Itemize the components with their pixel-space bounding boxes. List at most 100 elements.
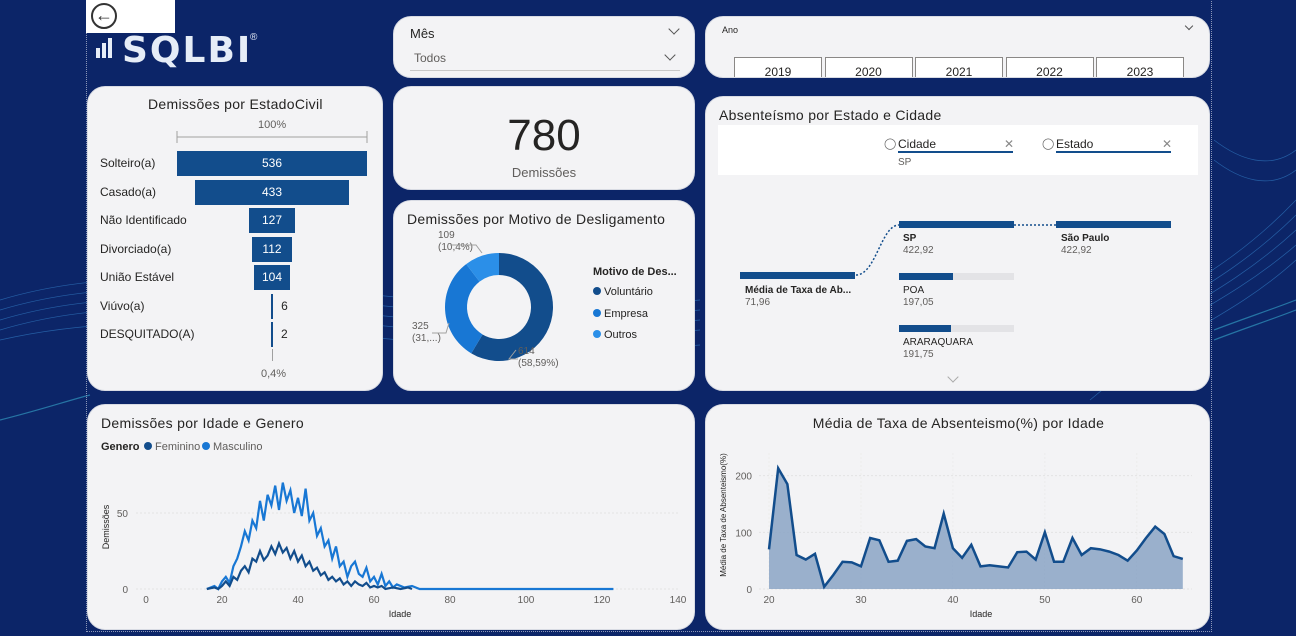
funnel-row-label: União Estável xyxy=(100,270,175,284)
year-button-2022[interactable]: 2022 xyxy=(1005,57,1094,77)
funnel-bottom-line xyxy=(272,349,273,361)
area-fill xyxy=(769,468,1183,589)
x-tick-label: 30 xyxy=(855,595,867,606)
donut-data-pct: (58,59%) xyxy=(518,358,559,369)
funnel-row-label: Solteiro(a) xyxy=(100,156,156,170)
funnel-row-label: Não Identificado xyxy=(100,213,187,227)
donut-leader-line xyxy=(450,244,483,254)
close-icon[interactable]: ✕ xyxy=(1162,137,1173,151)
decomp-filter-panel: ◯ Cidade ✕ SP ◯ Estado ✕ xyxy=(718,125,1198,175)
donut-legend-item[interactable]: Empresa xyxy=(593,308,648,320)
donut-chart: 614(58,59%) 325(31,...) 109(10,4%) xyxy=(412,230,559,369)
donut-legend-item[interactable]: Outros xyxy=(593,329,637,341)
area-chart-card: Média de Taxa de Absenteismo(%) por Idad… xyxy=(705,404,1210,630)
legend-dot-icon xyxy=(593,308,601,317)
y-tick-label: 100 xyxy=(735,528,752,539)
decomp-node-name: ARARAQUARA xyxy=(903,337,974,348)
funnel-row-label: Casado(a) xyxy=(100,184,157,199)
decomp-node-bar[interactable] xyxy=(899,273,953,280)
legend-dot-icon xyxy=(593,287,601,295)
donut-data-label: 614 xyxy=(518,346,535,357)
month-dropdown[interactable]: Todos xyxy=(410,51,680,71)
line-series-feminino[interactable] xyxy=(206,540,413,591)
year-button-2021[interactable]: 2021 xyxy=(915,57,1003,77)
line-legend-item[interactable]: Masculino xyxy=(202,441,263,453)
donut-data-pct: (31,...) xyxy=(412,333,441,344)
donut-legend-label: Outros xyxy=(604,329,638,341)
x-tick-label: 60 xyxy=(1131,595,1143,606)
decomp-level2-bar[interactable] xyxy=(1056,221,1171,228)
decomp-node-name: POA xyxy=(903,285,925,296)
funnel-bar[interactable]: 127 xyxy=(249,208,295,233)
close-icon[interactable]: ✕ xyxy=(1004,137,1015,151)
back-arrow-icon: ← xyxy=(91,3,117,29)
line-legend-label: Feminino xyxy=(155,441,201,453)
legend-dot-icon xyxy=(593,330,601,338)
kpi-label: Demissões xyxy=(511,165,577,180)
donut-legend-item[interactable]: Voluntário xyxy=(593,286,653,298)
year-button-2023[interactable]: 2023 xyxy=(1096,57,1184,77)
decomp-node-bar[interactable] xyxy=(899,221,1014,228)
y-tick-label: 200 xyxy=(735,472,752,483)
year-button-2020[interactable]: 2020 xyxy=(824,57,913,77)
x-tick-label: 20 xyxy=(216,595,228,606)
funnel-top-pct: 100% xyxy=(258,119,287,131)
funnel-row-label: DESQUITADO(A) xyxy=(100,327,195,341)
y-axis-label: Demissões xyxy=(101,504,111,549)
funnel-value-label: 2 xyxy=(281,327,288,341)
chevron-down-icon[interactable] xyxy=(1184,21,1194,31)
line-legend-label: Masculino xyxy=(213,441,263,453)
decomp-card: Absenteísmo por Estado e Cidade ◯ Cidade… xyxy=(705,96,1210,391)
decomp-level2-value: 422,92 xyxy=(1061,245,1092,256)
donut-data-label: 325 xyxy=(412,321,429,332)
decomp-root-name: Média de Taxa de Ab... xyxy=(745,285,852,296)
legend-dot-icon xyxy=(144,442,152,450)
y-tick-label: 0 xyxy=(746,585,752,596)
y-tick-label: 50 xyxy=(117,509,129,520)
funnel-bar[interactable]: 536 xyxy=(177,151,367,176)
year-button-2019[interactable]: 2019 xyxy=(734,57,822,77)
y-tick-label: 0 xyxy=(122,585,128,596)
kpi-value: 780 xyxy=(507,111,581,160)
x-tick-label: 100 xyxy=(518,595,535,606)
decomp-node-bar[interactable] xyxy=(899,325,952,332)
x-tick-label: 60 xyxy=(368,595,380,606)
donut-slice-outros[interactable] xyxy=(466,253,499,282)
funnel-bar[interactable]: 433 xyxy=(195,179,349,205)
lightbulb-icon: ◯ xyxy=(884,138,897,150)
line-legend-item[interactable]: Feminino xyxy=(144,441,200,453)
donut-slice-voluntário[interactable] xyxy=(471,253,553,361)
funnel-bar[interactable] xyxy=(270,293,274,319)
funnel-bar[interactable] xyxy=(271,322,273,347)
decomp-filter-cidade[interactable]: Cidade xyxy=(898,137,1013,153)
funnel-bar[interactable]: 104 xyxy=(253,265,291,290)
donut-legend-label: Voluntário xyxy=(604,286,653,298)
area-line[interactable] xyxy=(767,464,1184,590)
funnel-row-label: Divorciado(a) xyxy=(100,241,172,256)
x-tick-label: 20 xyxy=(763,595,775,606)
line-chart: 0 50 0 20 40 60 80 100 120 140 Idade Demissões xyxy=(101,482,687,619)
month-slicer-label: Mês xyxy=(410,26,435,41)
donut-data-label: 109 xyxy=(438,230,455,241)
funnel-row-label: Viúvo(a) xyxy=(100,298,145,313)
y-axis-label: Média de Taxa de Absenteismo(%) xyxy=(719,453,728,577)
x-tick-label: 0 xyxy=(143,595,149,606)
donut-legend-label: Empresa xyxy=(604,307,649,320)
donut-leader-line xyxy=(507,349,518,360)
line-legend-title: Genero xyxy=(101,441,140,453)
decomp-node-name: SP xyxy=(903,233,917,244)
year-slicer-label: Ano xyxy=(722,25,739,35)
donut-title: Demissões por Motivo de Desligamento xyxy=(407,211,666,227)
funnel-title: Demissões por EstadoCivil xyxy=(148,96,323,112)
decomp-filter-estado[interactable]: Estado xyxy=(1056,137,1171,153)
sqlbi-logo: SQLBI ® xyxy=(94,30,274,71)
lightbulb-icon: ◯ xyxy=(1042,138,1055,150)
back-button[interactable]: ← xyxy=(86,0,175,33)
x-tick-label: 120 xyxy=(594,595,611,606)
line-series-masculino[interactable] xyxy=(206,482,614,591)
decomp-root-value: 71,96 xyxy=(745,297,771,308)
funnel-bar[interactable]: 112 xyxy=(252,236,292,262)
donut-slice-empresa[interactable] xyxy=(445,264,483,354)
chevron-down-icon[interactable] xyxy=(668,23,680,35)
decomp-root-bar[interactable] xyxy=(740,272,855,279)
